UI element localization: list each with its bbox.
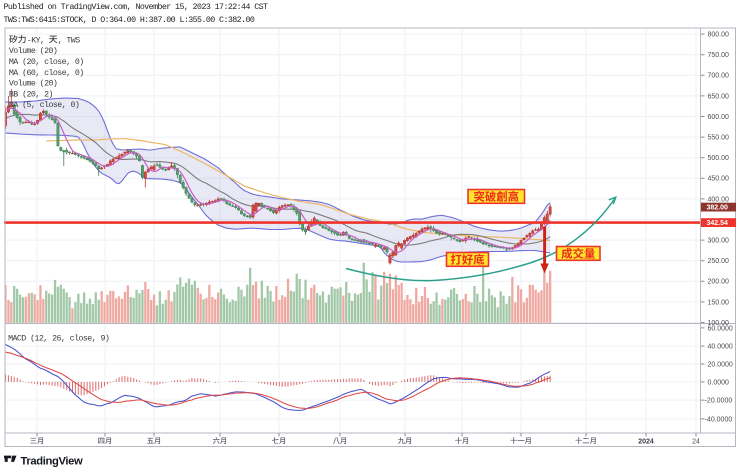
svg-text:750.00: 750.00 bbox=[708, 52, 730, 59]
svg-text:40.0000: 40.0000 bbox=[708, 344, 733, 351]
svg-text:Volume (20): Volume (20) bbox=[9, 46, 57, 56]
svg-text:800.00: 800.00 bbox=[708, 32, 730, 39]
svg-text:0.0000: 0.0000 bbox=[708, 379, 730, 386]
svg-text:250.00: 250.00 bbox=[708, 258, 730, 265]
svg-text:60.0000: 60.0000 bbox=[708, 325, 733, 332]
svg-text:550.00: 550.00 bbox=[708, 135, 730, 142]
svg-text:Volume (20): Volume (20) bbox=[9, 79, 57, 89]
svg-text:MACD (12, 26, close, 9): MACD (12, 26, close, 9) bbox=[8, 333, 109, 343]
svg-text:20.0000: 20.0000 bbox=[708, 361, 733, 368]
svg-text:342.54: 342.54 bbox=[707, 220, 729, 227]
svg-text:MA (20, close, 0): MA (20, close, 0) bbox=[9, 57, 84, 67]
svg-text:-20.0000: -20.0000 bbox=[705, 398, 733, 405]
svg-text:24: 24 bbox=[692, 439, 700, 446]
svg-text:TradingView: TradingView bbox=[21, 455, 83, 467]
svg-text:600.00: 600.00 bbox=[708, 114, 730, 121]
svg-text:650.00: 650.00 bbox=[708, 93, 730, 100]
svg-text:2024: 2024 bbox=[638, 439, 654, 446]
svg-text:700.00: 700.00 bbox=[708, 73, 730, 80]
svg-text:382.00: 382.00 bbox=[707, 205, 729, 212]
svg-text:450.00: 450.00 bbox=[708, 176, 730, 183]
svg-text:BB (20, 2): BB (20, 2) bbox=[9, 89, 53, 99]
svg-text:100.00: 100.00 bbox=[708, 320, 730, 327]
svg-text:300.00: 300.00 bbox=[708, 238, 730, 245]
svg-text:, TWS: , TWS bbox=[58, 36, 81, 45]
svg-text:500.00: 500.00 bbox=[708, 155, 730, 162]
svg-text:MA (5, close, 0): MA (5, close, 0) bbox=[9, 100, 79, 110]
svg-text:400.00: 400.00 bbox=[708, 196, 730, 203]
svg-text:200.00: 200.00 bbox=[708, 279, 730, 286]
svg-text:150.00: 150.00 bbox=[708, 299, 730, 306]
svg-text:-KY,: -KY, bbox=[27, 36, 45, 45]
svg-text:MA (60, close, 0): MA (60, close, 0) bbox=[9, 68, 84, 78]
svg-text:-40.0000: -40.0000 bbox=[705, 416, 733, 423]
